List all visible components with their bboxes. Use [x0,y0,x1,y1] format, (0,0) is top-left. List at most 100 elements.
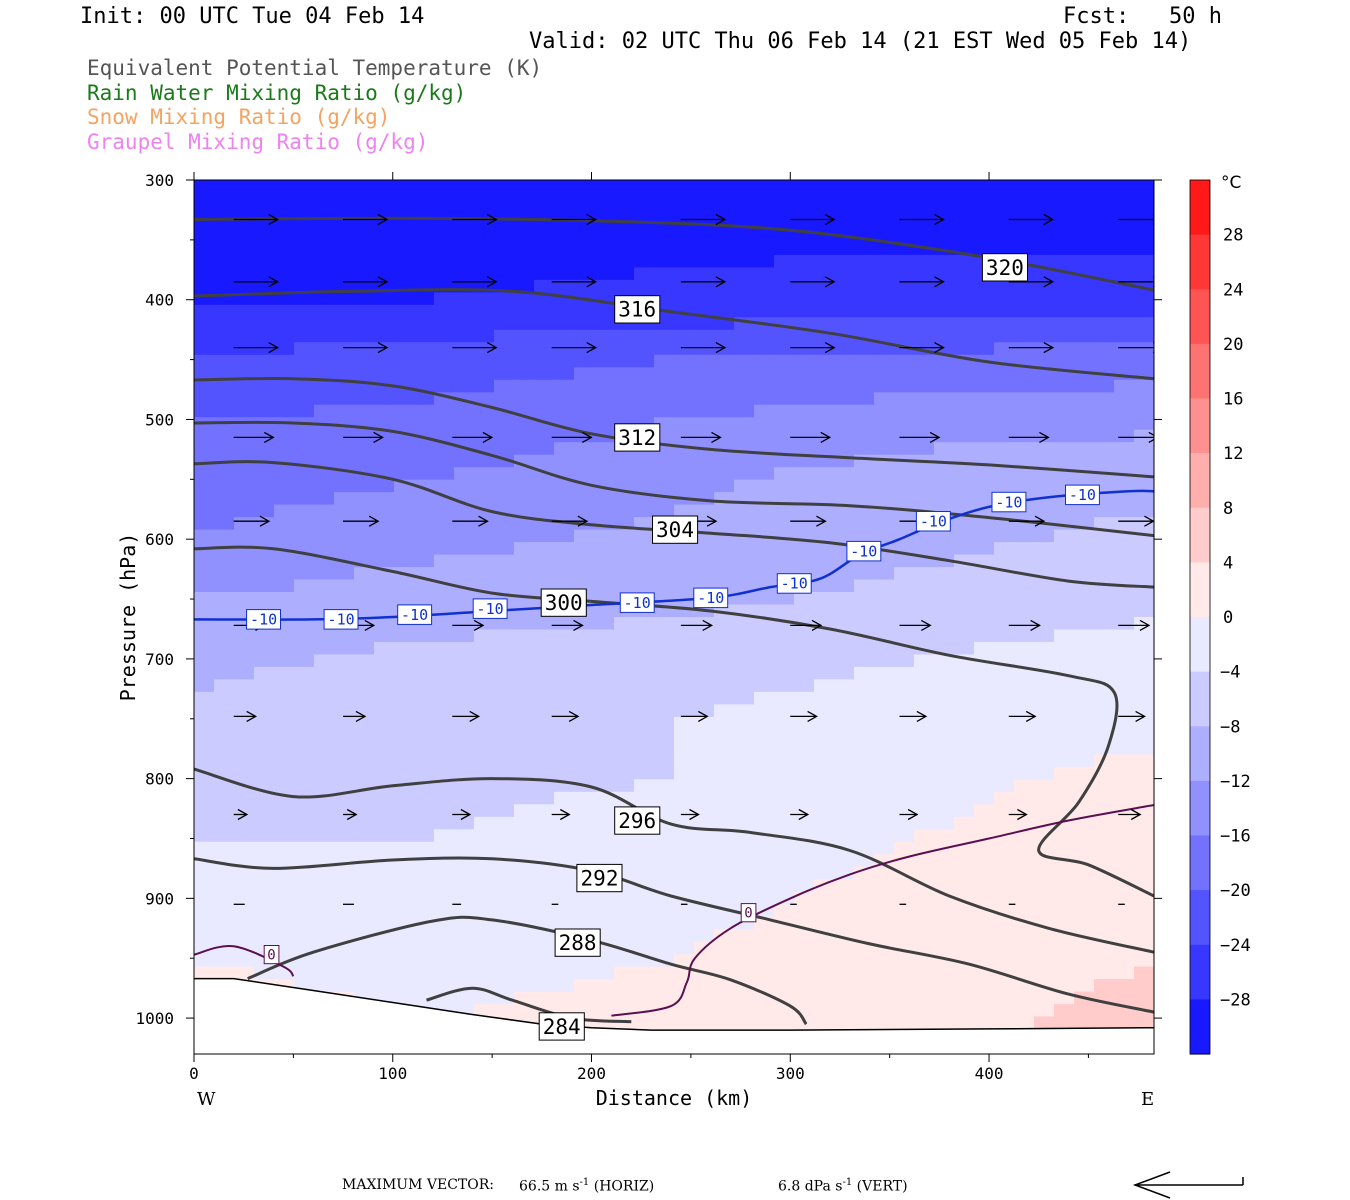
field-cell [694,229,715,244]
field-cell [414,904,435,918]
field-cell [954,205,975,219]
field-cell [614,192,635,206]
field-cell [774,704,795,718]
field-cell [594,517,615,531]
field-cell [1134,966,1154,980]
field-cell [1094,666,1115,681]
field-cell [574,554,595,568]
field-cell [1054,617,1075,631]
field-cell [854,829,875,843]
field-cell [1054,891,1075,905]
field-cell [434,429,455,443]
field-cell [474,467,495,481]
field-cell [594,279,615,294]
theta-e-label-312: 312 [614,423,661,452]
field-cell [854,979,875,993]
field-cell [1014,779,1035,793]
field-cell [254,741,275,756]
isotherm-zero-label-text: 0 [744,906,752,922]
field-cell [974,754,995,768]
field-cell [1014,392,1035,406]
field-cell [734,654,755,668]
field-cell [1034,192,1055,206]
colorbar-tick-label: 24 [1223,280,1243,300]
field-cell [474,229,495,244]
field-cell [354,304,375,319]
field-cell [394,517,415,531]
field-cell [914,854,935,868]
field-cell [654,929,675,943]
field-cell [1114,654,1135,668]
field-cell [1054,554,1075,568]
field-cell [1014,816,1035,831]
field-cell [314,254,335,269]
field-cell [874,217,895,231]
field-cell [414,941,435,955]
field-cell [594,404,615,418]
field-cell [1054,966,1075,980]
field-cell [574,180,595,194]
field-cell [374,492,395,506]
field-cell [454,554,475,568]
field-cell [514,554,535,568]
field-cell [894,829,915,843]
field-cell [354,504,375,518]
field-cell [514,279,535,294]
field-cell [1094,879,1115,893]
field-cell [214,866,235,880]
field-cell [854,579,875,593]
field-cell [494,729,515,743]
field-cell [754,1004,775,1018]
valid-time: Valid: 02 UTC Thu 06 Feb 14 (21 EST Wed … [529,29,1192,54]
field-cell [574,367,595,381]
field-cell [514,954,535,968]
field-cell [1094,429,1115,443]
field-cell [354,542,375,556]
field-cell [374,904,395,918]
field-cell [294,304,315,319]
colorbar-segment [1190,726,1210,782]
field-cell [754,1016,775,1030]
field-cell [874,242,895,256]
field-cell [194,604,215,618]
field-cell [934,766,955,781]
field-cell [754,567,775,581]
field-cell [494,442,515,456]
field-cell [194,467,215,481]
field-cell [1014,542,1035,556]
field-cell [314,691,335,706]
field-cell [234,217,255,231]
isotherm-minus10-label: -10 [846,540,882,562]
field-cell [1034,479,1055,493]
field-cell [1074,254,1095,269]
field-cell [294,716,315,731]
field-cell [534,704,555,718]
field-cell [654,329,675,344]
field-cell [874,592,895,606]
field-cell [434,629,455,643]
field-cell [334,267,355,281]
field-cell [394,229,415,244]
field-cell [1134,791,1154,806]
field-cell [894,1004,915,1018]
field-cell [614,929,635,943]
field-cell [374,392,395,406]
field-cell [354,567,375,581]
field-cell [594,904,615,918]
field-cell [574,629,595,643]
field-cell [274,242,295,256]
wind-vector [452,808,472,821]
field-cell [774,1016,795,1030]
field-cell [434,891,455,905]
field-cell [794,991,815,1005]
wind-vector [1008,342,1055,354]
field-cell [294,779,315,793]
field-cell [434,454,455,468]
field-cell [714,479,735,493]
field-cell [1054,254,1075,269]
field-cell [794,816,815,831]
field-cell [754,417,775,431]
field-cell [854,691,875,706]
field-cell [194,404,215,418]
field-cell [394,205,415,219]
